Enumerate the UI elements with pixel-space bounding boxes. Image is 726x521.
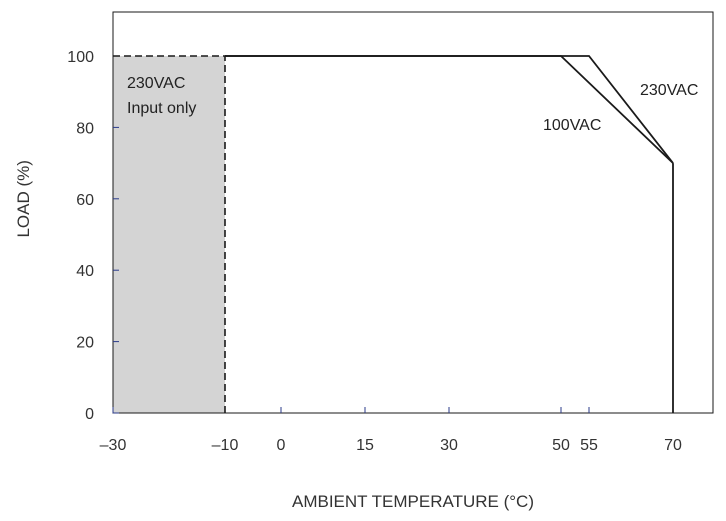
plot-frame: [112, 11, 714, 414]
y-tick-label-2: 40: [76, 263, 94, 280]
series-label-100vac: 100VAC: [543, 117, 601, 134]
series-lines: [113, 55, 674, 413]
x-tick-label-6: 55: [580, 437, 598, 454]
x-axis-title: AMBIENT TEMPERATURE (°C): [292, 492, 534, 511]
y-tick-label-4: 80: [76, 120, 94, 137]
x-tick-label-5: 50: [552, 437, 570, 454]
x-tick-label-1: –10: [212, 437, 239, 454]
x-tick-label-7: 70: [664, 437, 682, 454]
x-tick-label-2: 0: [277, 437, 286, 454]
y-ticks: 0 20 40 60 80 100: [67, 49, 119, 423]
extended-region-fill: [113, 56, 225, 413]
x-tick-label-3: 15: [356, 437, 374, 454]
x-tick-label-4: 30: [440, 437, 458, 454]
y-axis-title: LOAD (%): [14, 160, 33, 237]
y-tick-label-5: 100: [67, 49, 94, 66]
y-tick-label-1: 20: [76, 335, 94, 352]
x-ticks: –30 –10 0 15 30 50 55 70: [100, 407, 682, 454]
series-line-100vac: [225, 55, 674, 164]
region-label-line-1: 230VAC: [127, 75, 185, 92]
region-label-line-2: Input only: [127, 100, 196, 117]
y-tick-label-3: 60: [76, 192, 94, 209]
series-line-230vac: [225, 55, 674, 164]
extended-region: 230VAC Input only: [113, 56, 225, 413]
x-tick-label-0: –30: [100, 437, 127, 454]
series-label-230vac: 230VAC: [640, 82, 698, 99]
y-tick-label-0: 0: [85, 406, 94, 423]
